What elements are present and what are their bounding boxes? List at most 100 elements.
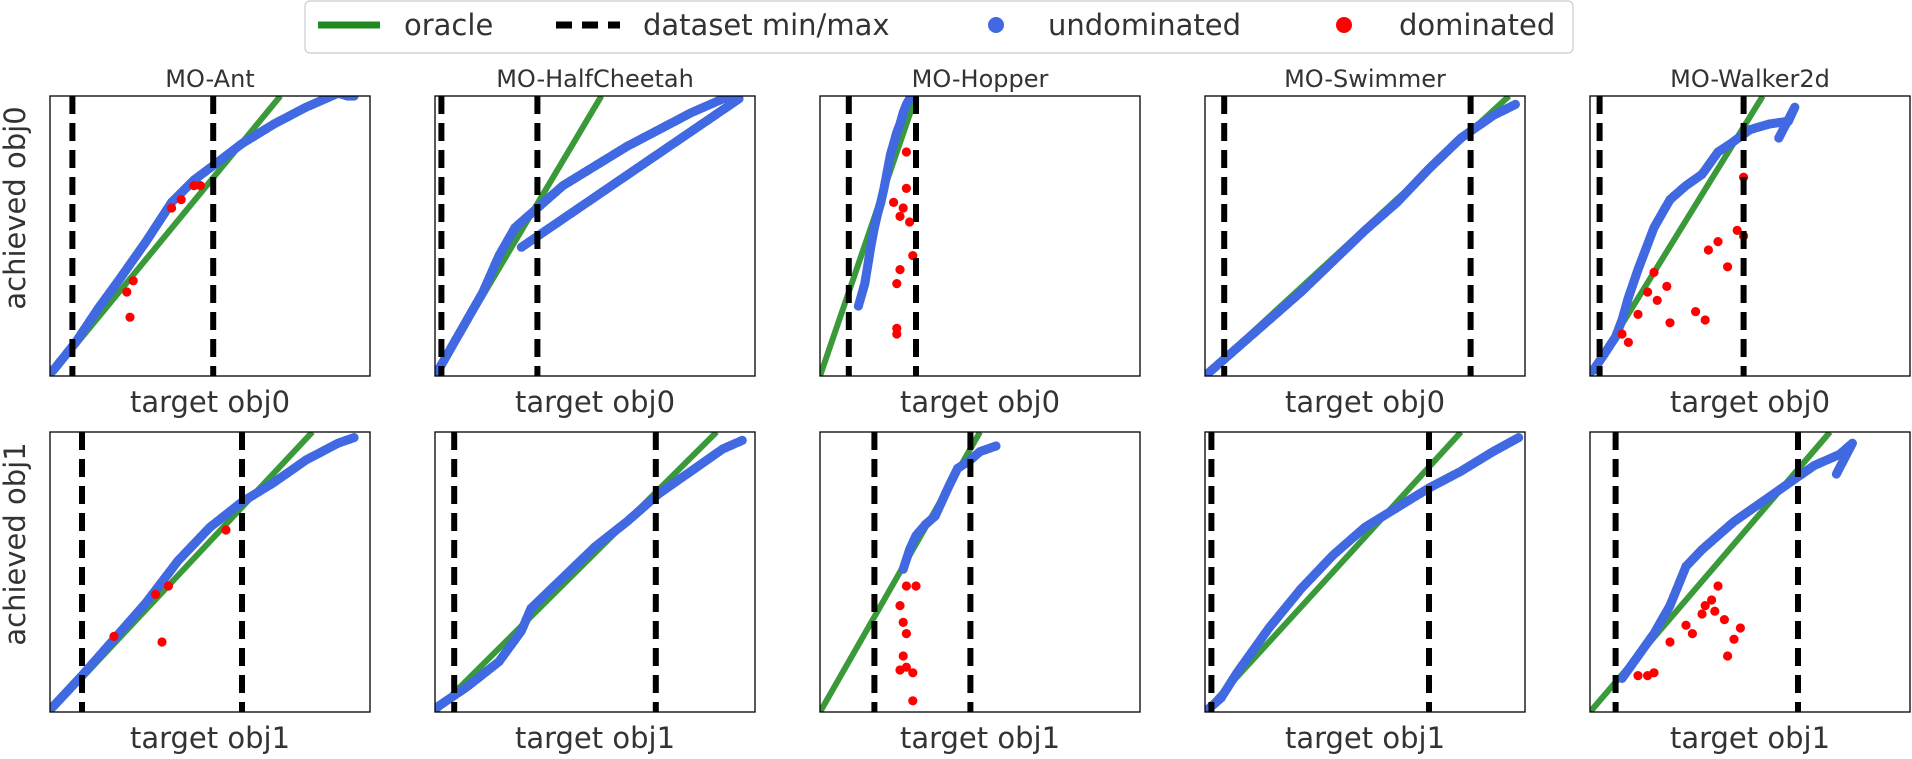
- dominated-point: [1649, 267, 1659, 277]
- dominated-point: [908, 251, 918, 261]
- dominated-point: [1723, 651, 1733, 661]
- undominated-point: [1510, 99, 1520, 109]
- dominated-point: [1665, 637, 1675, 647]
- panel-frame: [819, 431, 1141, 713]
- panel-frame: [1589, 431, 1911, 713]
- dominated-point: [1649, 668, 1659, 678]
- x-axis-label: target obj0: [515, 385, 675, 419]
- dominated-point: [1681, 620, 1691, 630]
- dominated-point: [908, 696, 918, 706]
- dominated-point: [1735, 623, 1745, 633]
- dominated-point: [195, 181, 205, 191]
- dominated-point: [1652, 295, 1662, 305]
- panel-frame: [434, 431, 756, 713]
- panel-title: MO-Swimmer: [1284, 65, 1446, 93]
- legend-undominated-label: undominated: [1048, 8, 1241, 42]
- panel-title: MO-Walker2d: [1670, 65, 1830, 93]
- dominated-point: [1633, 309, 1643, 319]
- dominated-point: [189, 181, 199, 191]
- dominated-point: [1732, 225, 1742, 235]
- dominated-point: [1662, 281, 1672, 291]
- dominated-point: [1729, 634, 1739, 644]
- dominated-point: [1665, 318, 1675, 328]
- undominated-point: [349, 433, 359, 443]
- panel-frame: [1589, 95, 1911, 377]
- x-axis-label: target obj1: [900, 721, 1060, 755]
- x-axis-label: target obj0: [900, 385, 1060, 419]
- dominated-point: [176, 195, 186, 205]
- dominated-point: [1710, 606, 1720, 616]
- undominated-point: [516, 242, 527, 252]
- dominated-point: [157, 637, 167, 647]
- dominated-point: [905, 217, 915, 227]
- plot-area: [50, 432, 359, 712]
- panel-frame: [49, 95, 371, 377]
- dominated-point: [128, 276, 138, 286]
- plot-area: [820, 96, 919, 376]
- x-axis-label: target obj0: [1670, 385, 1830, 419]
- dominated-point: [895, 601, 905, 611]
- dominated-point: [1643, 287, 1653, 297]
- panel-title: MO-Hopper: [912, 65, 1049, 93]
- panel-frame: [1204, 431, 1526, 713]
- panel-5: MO-Walker2d target obj0: [1589, 65, 1911, 419]
- oracle-line: [435, 432, 719, 712]
- panel-title: MO-Ant: [165, 65, 254, 93]
- undominated-point: [1831, 469, 1841, 479]
- panel-6: target obj1: [49, 431, 371, 755]
- undominated-point: [737, 435, 747, 445]
- dominated-point: [901, 183, 912, 193]
- dominated-point: [1700, 601, 1710, 611]
- plot-area: [1590, 432, 1857, 712]
- dominated-point: [167, 203, 177, 213]
- panel-9: target obj1: [1204, 431, 1526, 755]
- legend-frame: [304, 0, 1574, 54]
- panel-2: MO-HalfCheetah target obj0: [434, 65, 756, 419]
- legend-dominated-label: dominated: [1399, 8, 1555, 42]
- dominated-point: [901, 581, 912, 591]
- dominated-point: [109, 631, 119, 642]
- panel-4: MO-Swimmer target obj0: [1204, 65, 1526, 419]
- plot-area: [435, 96, 744, 376]
- panel-10: target obj1: [1589, 431, 1911, 755]
- undominated-point: [1774, 133, 1784, 143]
- dominated-point: [892, 279, 902, 289]
- dominated-point: [898, 651, 908, 661]
- plot-area: [1205, 96, 1520, 376]
- undominated-point: [905, 96, 915, 104]
- dominated-point: [1713, 237, 1723, 247]
- undominated-point: [991, 441, 1001, 451]
- plot-area: [435, 432, 747, 712]
- row-label-obj0: achieved obj0: [0, 106, 32, 309]
- panel-frame: [1204, 95, 1526, 377]
- legend: oracle dataset min/max undominated domin…: [304, 0, 1574, 54]
- legend-dominated-marker: [1336, 17, 1352, 33]
- dominated-point: [1700, 315, 1710, 325]
- dominated-point: [1719, 615, 1729, 625]
- dominated-point: [898, 617, 908, 628]
- dominated-point: [1713, 581, 1723, 591]
- dominated-point: [221, 525, 231, 535]
- dominated-point: [901, 147, 912, 157]
- dominated-point: [895, 265, 905, 275]
- undominated-point: [349, 96, 359, 101]
- dominated-point: [895, 211, 905, 221]
- panels: MO-Ant target obj0 MO-HalfCheetah target ob…: [49, 65, 1911, 755]
- panel-frame: [49, 431, 371, 713]
- x-axis-label: target obj1: [1670, 721, 1830, 755]
- dominated-point: [911, 581, 921, 591]
- panel-8: target obj1: [819, 431, 1141, 755]
- panel-1: MO-Ant target obj0: [49, 65, 371, 419]
- panel-title: MO-HalfCheetah: [496, 65, 694, 93]
- panel-3: MO-Hopper target obj0: [819, 65, 1141, 419]
- plot-area: [820, 432, 1001, 712]
- panel-7: target obj1: [434, 431, 756, 755]
- dominated-point: [1697, 609, 1707, 619]
- legend-minmax-label: dataset min/max: [643, 8, 890, 42]
- dominated-point: [901, 662, 912, 672]
- dominated-point: [1707, 595, 1717, 605]
- oracle-line: [820, 96, 919, 376]
- dominated-point: [901, 629, 912, 639]
- x-axis-label: target obj1: [130, 721, 290, 755]
